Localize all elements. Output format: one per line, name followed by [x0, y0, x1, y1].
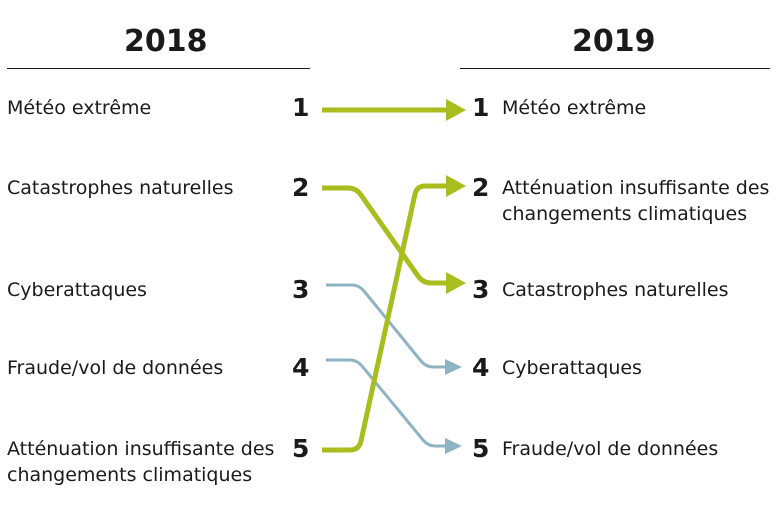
arrowhead-2 [446, 175, 466, 197]
year-2018: 2018 [124, 24, 208, 59]
right-label-1: Météo extrême [502, 97, 647, 119]
right-rank-2: 2 [472, 173, 490, 202]
left-rank-4: 4 [292, 353, 310, 382]
left-rank-2: 2 [292, 173, 310, 202]
left-rank-5: 5 [292, 434, 310, 463]
header-rule-left [7, 68, 310, 69]
right-rank-4: 4 [472, 353, 490, 382]
right-rank-3: 3 [472, 275, 490, 304]
left-label-3: Cyberattaques [7, 279, 147, 301]
left-rank-3: 3 [292, 275, 310, 304]
arrowhead-1 [446, 99, 466, 121]
left-label-4: Fraude/vol de données [7, 357, 224, 379]
left-label-5: Atténuation insuffisante des changements… [7, 438, 275, 486]
arrow-2-to-3 [322, 185, 448, 286]
year-2019: 2019 [572, 24, 656, 59]
arrow-3-to-4 [326, 283, 447, 369]
right-rank-5: 5 [472, 434, 490, 463]
right-label-2: Atténuation insuffisante des changements… [502, 177, 770, 225]
arrowhead-5 [445, 438, 462, 454]
header-rule-right [460, 68, 770, 69]
arrowhead-3 [446, 272, 466, 294]
left-rank-1: 1 [292, 93, 310, 122]
right-label-4: Cyberattaques [502, 357, 642, 379]
arrow-5-to-2 [322, 183, 448, 453]
right-label-3: Catastrophes naturelles [502, 279, 729, 301]
right-rank-1: 1 [472, 93, 490, 122]
left-label-1: Météo extrême [7, 97, 152, 119]
arrow-4-to-5 [326, 358, 447, 448]
left-label-2: Catastrophes naturelles [7, 177, 234, 199]
right-label-5: Fraude/vol de données [502, 438, 719, 460]
arrowhead-4 [445, 359, 462, 375]
